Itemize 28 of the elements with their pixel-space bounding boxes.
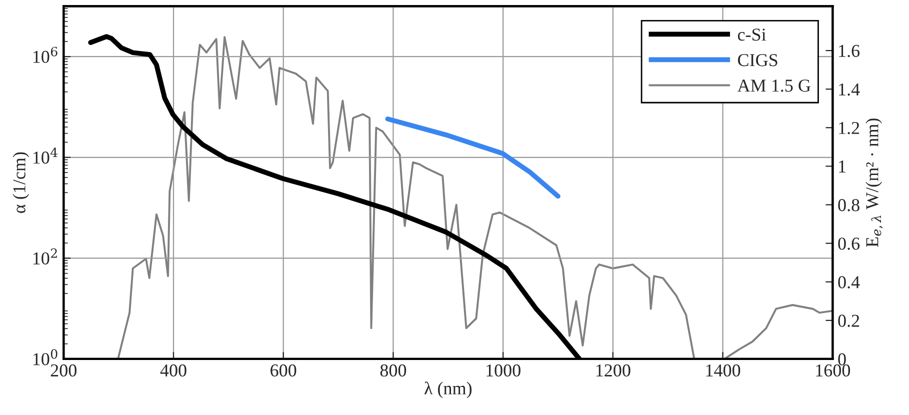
y-tick-label: 10$^{0}$ xyxy=(33,349,58,366)
y2-axis-title: E$_{e,λ}$ W/(m² · nm) xyxy=(866,118,883,247)
y2-tick-label: 0.2 xyxy=(838,314,860,327)
y-tick-label: 10$^{4}$ xyxy=(33,148,58,164)
y2-tick-label: 0.8 xyxy=(838,199,860,212)
y2-tick-label: 0.6 xyxy=(838,238,860,250)
x-tick-label: 1400 xyxy=(706,364,740,377)
legend-label: CIGS xyxy=(738,54,778,66)
y-tick-label: 10$^{2}$ xyxy=(33,248,57,265)
x-tick-label: 1000 xyxy=(486,364,520,377)
y2-tick-label: 1.6 xyxy=(839,44,860,58)
x-tick-label: 600 xyxy=(270,364,296,377)
y2-tick-label: 1 xyxy=(839,160,846,172)
legend-label: AM 1.5 G xyxy=(737,80,810,92)
y-tick-label: 10$^{6}$ xyxy=(33,46,58,63)
line-series xyxy=(385,116,560,199)
y-axis-title: α (1/cm) xyxy=(12,152,30,213)
x-axis-title: λ (nm) xyxy=(424,382,472,398)
x-tick-label: 800 xyxy=(380,364,406,377)
x-tick-label: 200 xyxy=(50,364,76,377)
x-tick-label: 400 xyxy=(160,364,186,377)
y2-tick-label: 1.2 xyxy=(839,122,860,134)
x-tick-label: 1600 xyxy=(816,364,850,377)
y2-tick-label: 0 xyxy=(838,353,846,366)
y2-tick-label: 0.4 xyxy=(838,276,860,288)
x-tick-label: 1200 xyxy=(596,364,630,377)
legend-label: c-Si xyxy=(738,28,766,41)
y2-tick-label: 1.4 xyxy=(839,83,860,96)
